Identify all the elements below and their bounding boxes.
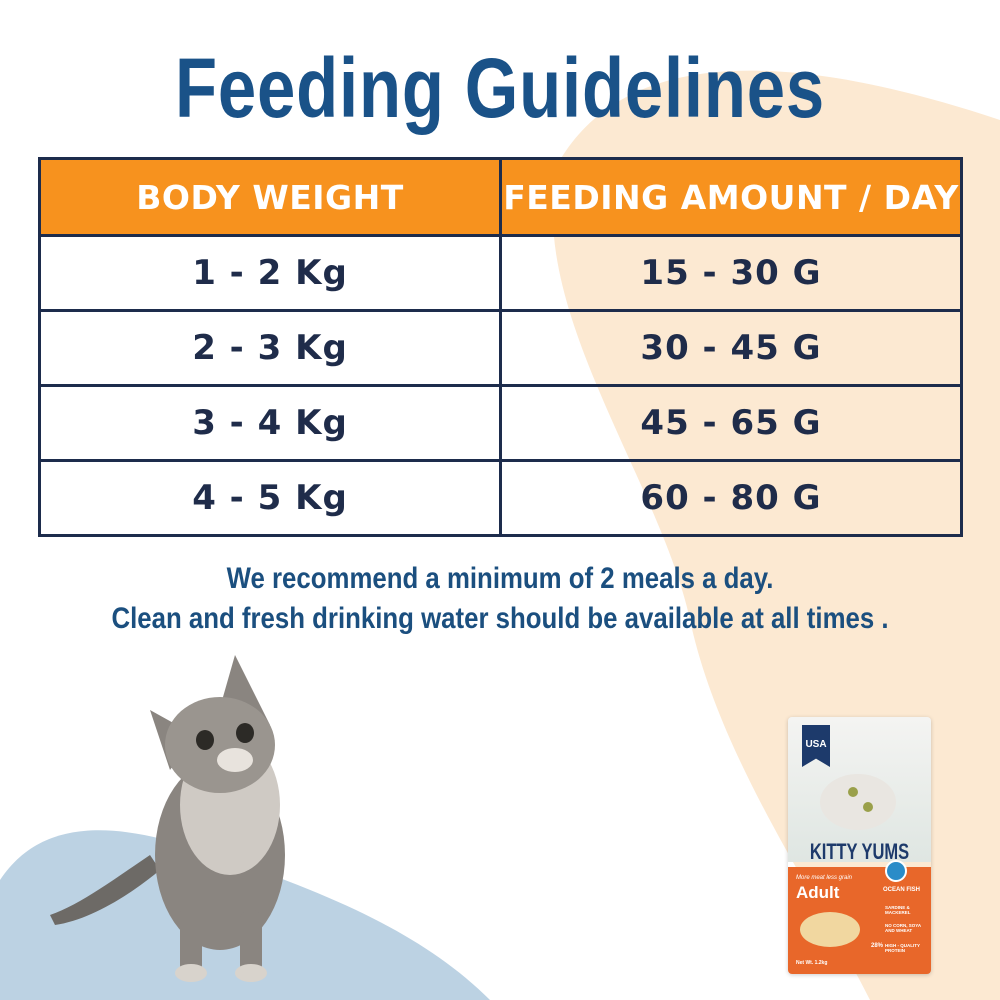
weight-cell: 1 - 2 Kg bbox=[38, 234, 502, 312]
feature-1: SARDINE & MACKEREL bbox=[885, 905, 911, 915]
kitten-image bbox=[50, 655, 285, 982]
fish-photo bbox=[800, 912, 860, 947]
cat-photo bbox=[820, 774, 896, 830]
table-row: 3 - 4 Kg 45 - 65 G bbox=[38, 384, 963, 462]
tagline: More meat less grain bbox=[796, 875, 853, 881]
weight-cell: 3 - 4 Kg bbox=[38, 384, 502, 462]
product-package: USA KITTY YUMS More meat less grain Adul… bbox=[788, 717, 931, 974]
header-feeding-amount: FEEDING AMOUNT / DAY bbox=[499, 157, 963, 237]
feeding-table: BODY WEIGHT FEEDING AMOUNT / DAY 1 - 2 K… bbox=[38, 157, 963, 537]
flavor: OCEAN FISH bbox=[883, 887, 921, 893]
protein-percent: 28% bbox=[871, 943, 884, 949]
feature-2: NO CORN, SOYA AND WHEAT bbox=[885, 923, 921, 933]
weight-cell: 4 - 5 Kg bbox=[38, 459, 502, 537]
net-weight: Net Wt. 1.2kg bbox=[796, 960, 828, 966]
brand-name: KITTY YUMS bbox=[809, 839, 910, 864]
meal-note: We recommend a minimum of 2 meals a day. bbox=[226, 562, 774, 595]
table-row: 2 - 3 Kg 30 - 45 G bbox=[38, 309, 963, 387]
amount-cell: 30 - 45 G bbox=[499, 309, 963, 387]
header-body-weight: BODY WEIGHT bbox=[38, 157, 502, 237]
feature-3: HIGH - QUALITY PROTEIN bbox=[885, 943, 920, 953]
variant: Adult bbox=[796, 883, 840, 902]
page-title: Feeding Guidelines bbox=[174, 41, 826, 135]
table-row: 4 - 5 Kg 60 - 80 G bbox=[38, 459, 963, 537]
amount-cell: 60 - 80 G bbox=[499, 459, 963, 537]
fish-icon bbox=[885, 860, 907, 882]
amount-cell: 45 - 65 G bbox=[499, 384, 963, 462]
table-row: 1 - 2 Kg 15 - 30 G bbox=[38, 234, 963, 312]
weight-cell: 2 - 3 Kg bbox=[38, 309, 502, 387]
water-note: Clean and fresh drinking water should be… bbox=[111, 602, 889, 635]
table-header-row: BODY WEIGHT FEEDING AMOUNT / DAY bbox=[38, 157, 963, 237]
amount-cell: 15 - 30 G bbox=[499, 234, 963, 312]
